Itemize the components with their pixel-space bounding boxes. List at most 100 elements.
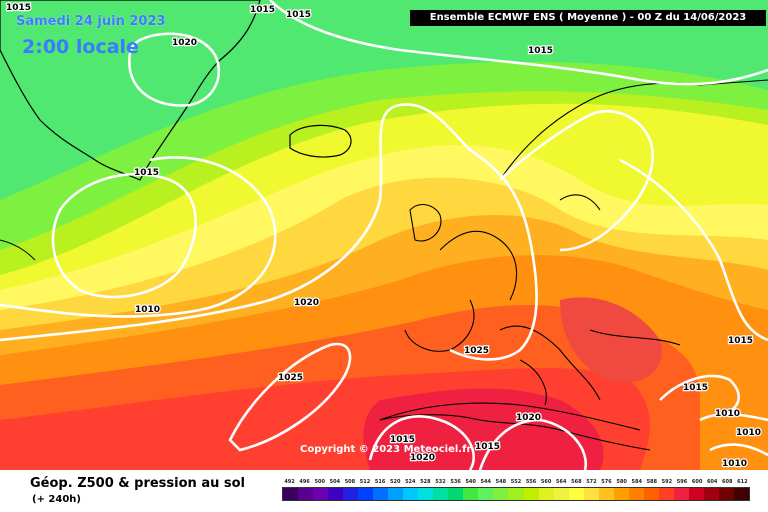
isobar-1015-spain: [368, 415, 476, 470]
africa-coast: [379, 414, 651, 451]
color-scale: 492 496 500 504 508 512 516 520 524 528 532 536 540 5…: [282, 479, 750, 501]
product-caption: Géop. Z500 & pression au sol: [30, 476, 245, 491]
isobar-label: 1020: [410, 453, 435, 463]
isobar-label: 1010: [135, 305, 160, 315]
color-scale-swatch: [418, 488, 434, 500]
color-scale-label: 508: [344, 479, 356, 485]
color-scale-swatch: [373, 488, 389, 500]
color-scale-label: 596: [676, 479, 688, 485]
isobar-label: 1015: [134, 168, 159, 178]
color-scale-label: 576: [601, 479, 612, 485]
color-scale-swatch: [403, 488, 419, 500]
isobar-1010-low: [51, 172, 197, 299]
forecast-date: Samedi 24 juin 2023: [16, 14, 166, 29]
color-scale-swatch: [313, 488, 329, 500]
color-scale-label: 540: [465, 479, 476, 485]
isobar-label: 1010: [736, 428, 761, 438]
isobar-label: 1010: [722, 459, 747, 469]
color-scale-label: 532: [435, 479, 446, 485]
color-scale-swatch: [688, 488, 704, 500]
color-scale-label: 568: [571, 479, 582, 485]
isobar-label: 1015: [728, 336, 753, 346]
color-scale-label: 608: [722, 479, 733, 485]
isobar-1015-top: [269, 0, 768, 86]
isobar-1010-se: [709, 443, 768, 457]
isobar-label: 1020: [172, 38, 197, 48]
color-scale-swatch: [283, 488, 299, 500]
color-scale-label: 580: [616, 479, 627, 485]
color-scale-label: 556: [525, 479, 537, 485]
isobar-1015-east: [619, 158, 768, 342]
color-scale-label: 528: [420, 479, 431, 485]
color-scale-label: 516: [374, 479, 386, 485]
color-scale-swatch: [673, 488, 689, 500]
color-scale-label: 524: [405, 479, 416, 485]
color-scale-swatch: [448, 488, 464, 500]
color-scale-swatch: [703, 488, 719, 500]
color-scale-swatch: [433, 488, 449, 500]
color-scale-swatch: [658, 488, 674, 500]
color-scale-label: 496: [299, 479, 310, 485]
isobar-label: 1015: [475, 442, 500, 452]
color-scale-swatch: [553, 488, 569, 500]
color-scale-swatch: [298, 488, 314, 500]
color-scale-label: 548: [495, 479, 507, 485]
color-scale-label: 504: [329, 479, 341, 485]
color-scale-label: 512: [359, 479, 371, 485]
weather-map: 1015 1015 1015 1020 1015 1015 1010 1020 …: [0, 0, 768, 470]
isobar-1015-scandinavia: [499, 109, 654, 252]
band-crimson-east: [560, 297, 662, 383]
isobar-label: 1010: [715, 409, 740, 419]
greenland-coast: [0, 0, 261, 181]
color-scale-label: 564: [556, 479, 567, 485]
isobar-1020-mid: [0, 103, 538, 361]
isobar-label: 1015: [528, 46, 553, 56]
color-scale-label: 492: [284, 479, 295, 485]
color-scale-swatch: [478, 488, 494, 500]
color-scale-swatch: [598, 488, 614, 500]
color-scale-labels: 492 496 500 504 508 512 516 520 524 528 532 536 540 5…: [282, 479, 750, 485]
color-scale-swatch: [493, 488, 509, 500]
isobar-1020-north: [128, 32, 221, 107]
isobar-label: 1015: [390, 435, 415, 445]
isobar-1020-med: [478, 418, 588, 470]
color-scale-swatch: [328, 488, 344, 500]
color-scale-label: 500: [314, 479, 325, 485]
color-scale-swatch: [358, 488, 374, 500]
greenland-east: [0, 239, 36, 261]
color-scale-label: 592: [661, 479, 673, 485]
isobar-1025-high: [228, 342, 352, 452]
color-scale-swatch: [583, 488, 599, 500]
model-banner: Ensemble ECMWF ENS ( Moyenne ) - 00 Z du…: [410, 10, 766, 26]
isobar-1015-arc: [0, 156, 277, 318]
isobar-label: 1015: [286, 10, 311, 20]
color-scale-swatch: [388, 488, 404, 500]
iceland-coast: [289, 124, 352, 158]
isobar-label: 1025: [464, 346, 489, 356]
color-scale-label: 552: [510, 479, 522, 485]
color-scale-swatch: [523, 488, 539, 500]
color-scale-label: 604: [706, 479, 718, 485]
forecast-local-time: 2:00 locale: [22, 36, 139, 58]
isobar-1015-balkans: [659, 374, 740, 417]
color-scale-swatch: [538, 488, 554, 500]
lead-time-caption: (+ 240h): [32, 494, 81, 505]
color-scale-label: 600: [691, 479, 703, 485]
color-scale-swatch: [343, 488, 359, 500]
isobar-label: 1015: [250, 5, 275, 15]
isobar-1010-east: [699, 412, 768, 422]
color-scale-swatch: [613, 488, 629, 500]
color-scale-label: 588: [646, 479, 658, 485]
color-scale-swatch: [643, 488, 659, 500]
color-scale-swatch: [568, 488, 584, 500]
color-scale-label: 584: [631, 479, 642, 485]
isobar-label: 1020: [516, 413, 541, 423]
color-scale-label: 572: [586, 479, 597, 485]
color-scale-swatch: [508, 488, 524, 500]
color-scale-swatch: [718, 488, 734, 500]
color-scale-bar: [282, 487, 750, 501]
color-scale-label: 520: [389, 479, 401, 485]
isobar-label: 1020: [294, 298, 319, 308]
color-scale-label: 544: [480, 479, 491, 485]
color-scale-swatch: [463, 488, 479, 500]
